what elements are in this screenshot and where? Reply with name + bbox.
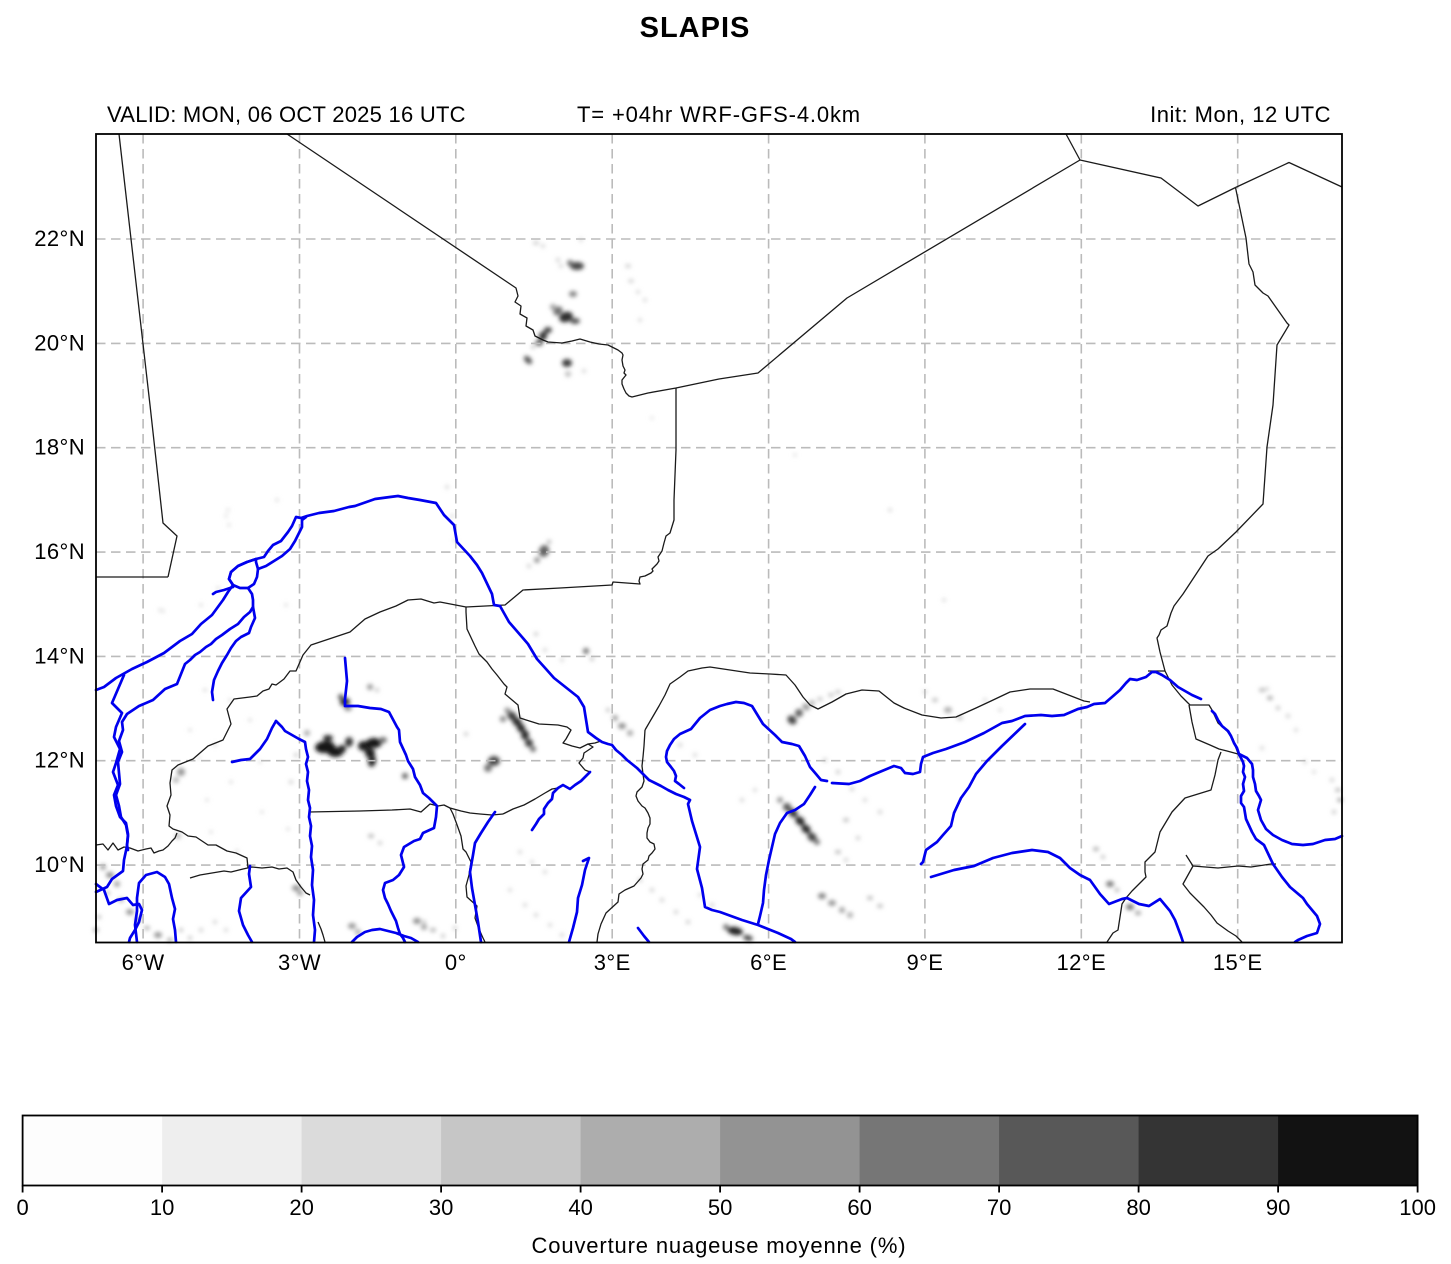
svg-text:80: 80 <box>1126 1195 1150 1220</box>
svg-text:20: 20 <box>289 1195 313 1220</box>
svg-text:0°: 0° <box>445 950 467 975</box>
svg-text:15°E: 15°E <box>1213 950 1263 975</box>
svg-text:40: 40 <box>568 1195 592 1220</box>
svg-text:6°W: 6°W <box>122 950 165 975</box>
svg-text:12°N: 12°N <box>34 748 85 773</box>
svg-text:10: 10 <box>150 1195 174 1220</box>
svg-text:60: 60 <box>847 1195 871 1220</box>
svg-text:10°N: 10°N <box>34 852 85 877</box>
svg-text:9°E: 9°E <box>906 950 943 975</box>
svg-text:14°N: 14°N <box>34 643 85 668</box>
svg-text:Init: Mon, 12 UTC: Init: Mon, 12 UTC <box>1150 102 1331 127</box>
svg-text:18°N: 18°N <box>34 435 85 460</box>
svg-text:30: 30 <box>429 1195 453 1220</box>
svg-text:0: 0 <box>16 1195 28 1220</box>
svg-text:3°W: 3°W <box>278 950 321 975</box>
svg-text:6°E: 6°E <box>750 950 787 975</box>
svg-text:12°E: 12°E <box>1057 950 1107 975</box>
svg-text:T= +04hr WRF-GFS-4.0km: T= +04hr WRF-GFS-4.0km <box>577 102 861 127</box>
svg-text:3°E: 3°E <box>594 950 631 975</box>
svg-text:20°N: 20°N <box>34 330 85 355</box>
svg-text:SLAPIS: SLAPIS <box>640 12 751 44</box>
svg-text:Couverture nuageuse moyenne (%: Couverture nuageuse moyenne (%) <box>532 1233 907 1258</box>
svg-text:100: 100 <box>1399 1195 1436 1220</box>
svg-text:VALID: MON, 06 OCT 2025 16 UTC: VALID: MON, 06 OCT 2025 16 UTC <box>107 102 466 127</box>
svg-text:70: 70 <box>987 1195 1011 1220</box>
svg-text:90: 90 <box>1266 1195 1290 1220</box>
svg-text:22°N: 22°N <box>34 226 85 251</box>
svg-text:16°N: 16°N <box>34 539 85 564</box>
svg-text:50: 50 <box>708 1195 732 1220</box>
